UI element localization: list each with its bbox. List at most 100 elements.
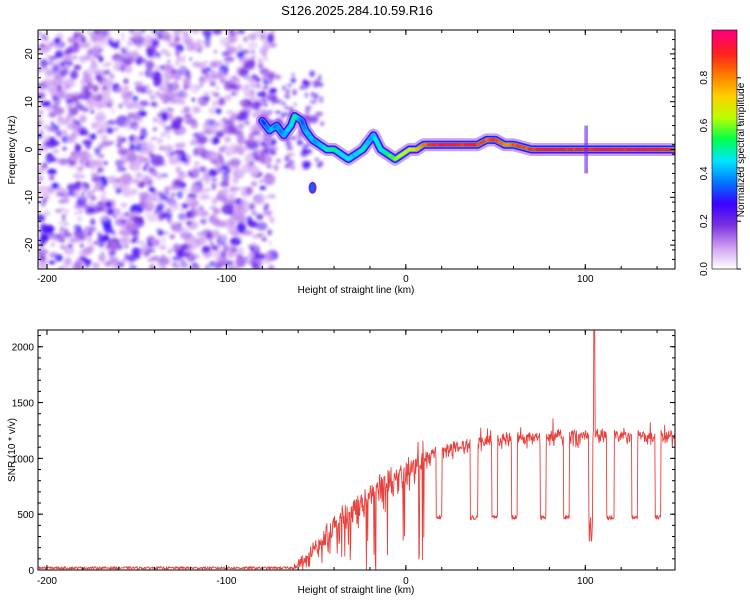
noise-blob [151,28,162,34]
noise-blob [128,120,132,123]
noise-blob [92,168,95,172]
noise-blob [265,173,270,177]
noise-blob [183,252,191,257]
noise-blob [90,196,97,201]
noise-blob [171,121,181,130]
noise-blob [98,201,105,209]
noise-blob [238,44,243,52]
noise-blob [83,247,93,255]
noise-blob [184,231,188,233]
noise-blob [123,92,127,96]
transition-blob [260,150,266,156]
noise-blob [107,120,117,125]
noise-blob [135,254,141,259]
noise-blob [152,39,160,46]
noise-blob [157,204,163,211]
spectrogram-x-tick-label: 0 [403,274,409,285]
colorbar-gradient [712,30,737,270]
noise-blob [146,165,151,168]
noise-blob [42,162,48,169]
transition-blob [284,93,289,97]
noise-blob [37,69,43,73]
noise-blob [267,215,273,219]
transition-blob [305,109,309,113]
transition-blob [285,164,289,169]
noise-blob [87,153,92,160]
noise-blob [174,32,179,37]
noise-blob [264,80,268,84]
noise-blob [161,83,169,94]
colorbar-tick-label: 0.4 [699,166,710,180]
noise-blob [59,160,66,165]
noise-blob [147,213,159,222]
noise-blob [95,162,103,167]
noise-blob [158,146,166,151]
noise-blob [182,158,189,162]
noise-blob [211,183,216,191]
noise-blob [260,263,263,265]
transition-blob [260,93,267,97]
noise-blob [219,61,223,64]
noise-blob [179,65,185,73]
noise-blob [102,86,107,90]
noise-blob [87,236,92,244]
noise-blob [123,78,129,84]
noise-blob [228,46,238,53]
noise-blob [205,188,211,192]
noise-blob [244,61,255,70]
noise-blob [221,262,226,266]
noise-blob [82,191,84,195]
noise-blob [65,118,70,125]
noise-blob [237,123,244,130]
noise-blob [66,99,74,104]
snr-x-tick-label: 100 [577,576,594,587]
noise-blob [213,123,220,128]
noise-blob [169,82,180,91]
noise-blob [197,39,201,45]
noise-blob [64,233,73,238]
noise-blob [175,250,178,254]
noise-blob [167,60,170,63]
noise-blob [148,242,152,246]
noise-blob [153,118,158,123]
noise-blob [249,203,255,210]
noise-blob [219,169,225,174]
noise-blob [193,263,198,267]
transition-blob [274,164,279,171]
transition-blob [267,94,273,100]
snr-background [38,330,675,570]
noise-blob [94,147,100,154]
noise-blob [139,117,143,123]
noise-blob [199,45,204,49]
noise-blob [115,212,121,215]
noise-blob [121,49,126,53]
noise-blob [72,92,80,97]
noise-blob [174,95,181,101]
transition-blob [312,81,318,85]
noise-blob [243,36,248,42]
spectrogram-y-tick-label: -10 [24,190,35,205]
noise-blob [106,80,113,88]
transition-blob [305,106,312,109]
transition-blob [311,92,314,98]
noise-blob [233,151,235,155]
noise-blob [259,186,266,191]
noise-blob [92,262,100,269]
transition-blob [287,146,293,150]
noise-blob [117,148,128,155]
spectrogram-y-tick-label: 0 [24,146,35,152]
noise-blob [171,69,176,74]
noise-blob [70,161,75,165]
noise-blob [259,135,263,138]
noise-blob [175,51,180,56]
noise-blob [134,163,138,166]
transition-blob [285,143,292,146]
noise-blob [199,166,206,172]
transition-blob [290,165,296,170]
noise-blob [40,235,47,245]
noise-blob [64,48,72,55]
transition-blob [291,73,294,77]
noise-blob [91,123,97,129]
noise-blob [225,61,229,66]
